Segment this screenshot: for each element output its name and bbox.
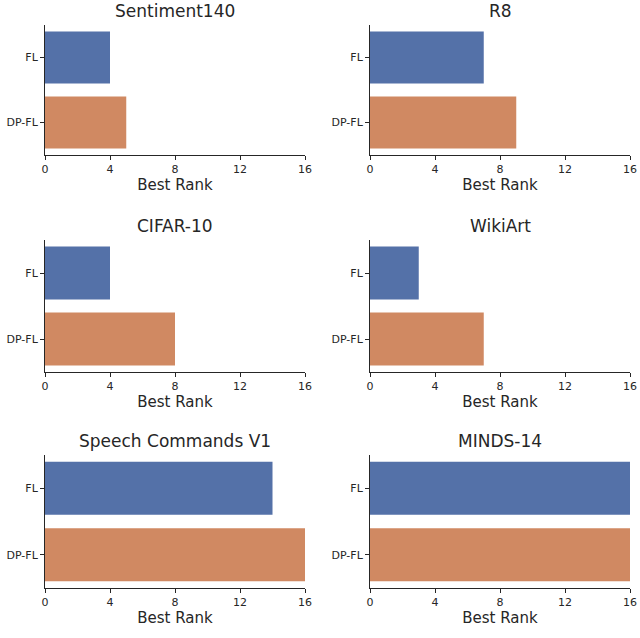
- svg-text:DP-FL: DP-FL: [7, 116, 39, 129]
- svg-text:0: 0: [367, 596, 374, 609]
- svg-text:12: 12: [233, 163, 247, 176]
- svg-text:16: 16: [298, 596, 312, 609]
- svg-text:0: 0: [42, 596, 49, 609]
- svg-text:CIFAR-10: CIFAR-10: [137, 216, 213, 236]
- svg-text:DP-FL: DP-FL: [7, 549, 39, 562]
- svg-text:0: 0: [42, 163, 49, 176]
- svg-text:0: 0: [42, 380, 49, 393]
- svg-text:8: 8: [172, 596, 179, 609]
- svg-text:8: 8: [172, 163, 179, 176]
- svg-text:R8: R8: [489, 1, 512, 21]
- svg-text:8: 8: [497, 380, 504, 393]
- svg-text:Best Rank: Best Rank: [137, 393, 213, 411]
- svg-text:DP-FL: DP-FL: [332, 333, 364, 346]
- svg-text:DP-FL: DP-FL: [7, 333, 39, 346]
- svg-text:DP-FL: DP-FL: [332, 116, 364, 129]
- svg-text:12: 12: [233, 380, 247, 393]
- svg-text:16: 16: [623, 596, 637, 609]
- svg-text:Best Rank: Best Rank: [137, 609, 213, 627]
- svg-text:FL: FL: [25, 51, 38, 64]
- svg-text:4: 4: [107, 163, 114, 176]
- svg-text:Sentiment140: Sentiment140: [115, 1, 235, 21]
- svg-text:8: 8: [497, 596, 504, 609]
- svg-text:16: 16: [623, 380, 637, 393]
- svg-text:0: 0: [367, 380, 374, 393]
- svg-text:16: 16: [298, 380, 312, 393]
- svg-text:Best Rank: Best Rank: [137, 176, 213, 194]
- svg-text:Best Rank: Best Rank: [462, 609, 538, 627]
- svg-text:4: 4: [107, 596, 114, 609]
- svg-text:MINDS-14: MINDS-14: [458, 431, 542, 451]
- svg-text:8: 8: [497, 163, 504, 176]
- svg-text:12: 12: [558, 596, 572, 609]
- svg-text:Speech Commands V1: Speech Commands V1: [79, 431, 271, 451]
- svg-text:4: 4: [432, 163, 439, 176]
- svg-text:FL: FL: [350, 51, 363, 64]
- svg-text:8: 8: [172, 380, 179, 393]
- svg-text:Best Rank: Best Rank: [462, 176, 538, 194]
- svg-text:FL: FL: [25, 482, 38, 495]
- svg-text:16: 16: [623, 163, 637, 176]
- svg-text:Best Rank: Best Rank: [462, 393, 538, 411]
- svg-text:DP-FL: DP-FL: [332, 549, 364, 562]
- svg-text:4: 4: [432, 380, 439, 393]
- svg-text:4: 4: [432, 596, 439, 609]
- svg-text:12: 12: [558, 163, 572, 176]
- svg-text:FL: FL: [25, 267, 38, 280]
- svg-text:FL: FL: [350, 267, 363, 280]
- svg-text:FL: FL: [350, 482, 363, 495]
- svg-text:4: 4: [107, 380, 114, 393]
- svg-text:16: 16: [298, 163, 312, 176]
- svg-text:12: 12: [233, 596, 247, 609]
- svg-text:WikiArt: WikiArt: [470, 216, 531, 236]
- svg-text:12: 12: [558, 380, 572, 393]
- svg-text:0: 0: [367, 163, 374, 176]
